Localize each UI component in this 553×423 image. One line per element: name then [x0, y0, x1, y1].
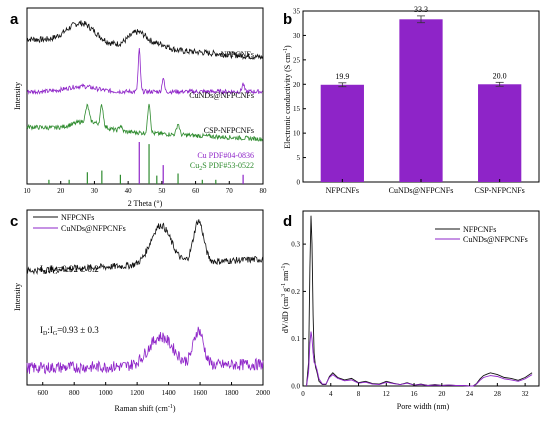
panel-a-x-tick-label: 40 — [125, 187, 133, 195]
panel-c-x-tick-label: 800 — [69, 389, 80, 397]
legend-label-nfpcnfs: NFPCNFs — [61, 213, 94, 222]
bar-category-label: CSP-NFPCNFs — [475, 186, 525, 195]
panel-d-series-1 — [306, 331, 533, 387]
panel-label-b: b — [283, 11, 292, 28]
panel-a-label-cunds: CuNDs@NFPCNFs — [189, 91, 254, 100]
panel-a-x-tick-label: 70 — [226, 187, 234, 195]
panel-d-y-tick-label: 0.2 — [291, 288, 300, 296]
panel-c-legend: NFPCNFs CuNDs@NFPCNFs — [33, 213, 126, 233]
panel-a-series-1 — [26, 47, 263, 96]
raman-ratio-annotation-2: ID:IG=0.93 ± 0.3 — [40, 325, 99, 337]
panel-label-c: c — [10, 213, 18, 230]
panel-d-x-tick-label: 12 — [383, 390, 391, 398]
panel-c-series-0 — [26, 219, 264, 276]
panel-c-x-ticks: 600 800 1000 1200 1400 1600 1800 2000 — [37, 382, 271, 397]
bar-value-label: 19.9 — [335, 72, 349, 81]
panel-d-y-ticks: 0.0 0.1 0.2 0.3 — [291, 241, 306, 391]
panel-d-x-ticks: 0 4 8 12 16 20 24 28 32 — [301, 383, 529, 398]
panel-c-x-tick-label: 1800 — [225, 389, 240, 397]
panel-a-x-tick-label: 50 — [158, 187, 166, 195]
panel-c-x-label: Raman shift (cm-1) — [115, 404, 176, 413]
panel-a-frame — [26, 7, 264, 185]
panel-c-plot — [26, 219, 264, 375]
panel-a-x-tick-label: 10 — [24, 187, 32, 195]
panel-b-chart: 19.9 33.3 20.0 0 5 10 15 20 25 30 35 NFPCNFs CuNDs… — [283, 5, 540, 195]
panel-label-d: d — [283, 213, 292, 230]
panel-b-x-ticks: NFPCNFs CuNDs@NFPCNFs CSP-NFPCNFs — [326, 179, 525, 195]
panel-b-plot: 19.9 33.3 20.0 — [320, 5, 522, 183]
panel-a-x-label: 2 Theta (°) — [128, 199, 163, 208]
panel-c-y-label: Intensity — [13, 283, 22, 311]
panel-d-x-tick-label: 8 — [357, 390, 361, 398]
panel-d-chart: 0.0 0.1 0.2 0.3 0 4 8 12 16 20 24 28 32 Pore width … — [281, 210, 540, 411]
bar-0 — [320, 84, 364, 182]
panel-d-x-tick-label: 16 — [411, 390, 419, 398]
panel-b-y-tick-label: 30 — [293, 32, 301, 40]
panel-b-y-ticks: 0 5 10 15 20 25 30 35 — [293, 8, 306, 187]
panel-c-frame — [26, 209, 264, 386]
bar-2 — [478, 84, 522, 182]
panel-d-x-tick-label: 0 — [301, 390, 305, 398]
panel-a-series-0 — [26, 20, 263, 61]
panel-d-x-tick-label: 20 — [438, 390, 446, 398]
panel-a-x-ticks: 10 20 30 40 50 60 70 80 — [24, 181, 268, 195]
panel-a-chart: 10 20 30 40 50 60 70 80 2 Theta (°) Intensity N… — [13, 7, 268, 208]
panel-c-x-tick-label: 1600 — [193, 389, 208, 397]
bar-category-label: NFPCNFs — [326, 186, 359, 195]
panel-c-series-1 — [26, 326, 264, 375]
panel-c-x-tick-label: 1200 — [130, 389, 145, 397]
legend-label-nfpcnfs-d: NFPCNFs — [463, 225, 496, 234]
panel-d-x-label: Pore width (nm) — [397, 402, 450, 411]
panel-a-ref-label-cu: Cu PDF#04-0836 — [197, 151, 254, 160]
legend-label-cunds: CuNDs@NFPCNFs — [61, 224, 126, 233]
panel-b-y-tick-label: 10 — [293, 130, 301, 138]
panel-b-y-tick-label: 35 — [293, 8, 301, 16]
panel-d-x-tick-label: 24 — [466, 390, 474, 398]
panel-label-a: a — [10, 11, 19, 28]
bar-1 — [399, 19, 443, 183]
panel-d-y-tick-label: 0.0 — [291, 383, 300, 391]
panel-a-ref-label-cu2s: Cu2S PDF#53-0522 — [190, 161, 254, 172]
panel-a-label-nfpcnfs: NFPCNFs — [221, 50, 254, 59]
panel-a-plot — [26, 20, 263, 184]
panel-a-x-tick-label: 30 — [91, 187, 99, 195]
panel-a-label-csp: CSP-NFPCNFs — [204, 126, 254, 135]
panel-b-y-tick-label: 25 — [293, 56, 301, 64]
bar-value-label: 33.3 — [414, 5, 428, 14]
panel-d-plot — [306, 215, 533, 387]
legend-label-cunds-d: CuNDs@NFPCNFs — [463, 235, 528, 244]
panel-a-y-label: Intensity — [13, 82, 22, 110]
panel-c-chart: 600 800 1000 1200 1400 1600 1800 2000 Raman shi… — [13, 209, 271, 413]
panel-a-series-2 — [26, 103, 263, 142]
panel-d-y-tick-label: 0.3 — [291, 241, 300, 249]
panel-c-x-tick-label: 2000 — [256, 389, 271, 397]
bar-value-label: 20.0 — [493, 71, 507, 80]
panel-a-x-tick-label: 60 — [192, 187, 200, 195]
bar-category-label: CuNDs@NFPCNFs — [389, 186, 454, 195]
panel-a-x-tick-label: 20 — [57, 187, 65, 195]
panel-d-x-tick-label: 28 — [494, 390, 502, 398]
panel-b-y-tick-label: 5 — [297, 154, 301, 162]
panel-b-y-tick-label: 0 — [297, 179, 301, 187]
panel-c-x-tick-label: 1000 — [99, 389, 114, 397]
panel-c-x-tick-label: 600 — [37, 389, 48, 397]
panel-b-y-tick-label: 20 — [293, 81, 301, 89]
panel-d-y-tick-label: 0.1 — [291, 335, 300, 343]
panel-d-frame — [302, 210, 540, 387]
panel-d-legend: NFPCNFs CuNDs@NFPCNFs — [435, 225, 528, 244]
panel-d-y-label: dV/dD (cm3 g-1 nm-1) — [281, 263, 290, 333]
panel-c-x-tick-label: 1400 — [162, 389, 177, 397]
panel-d-x-tick-label: 32 — [522, 390, 530, 398]
raman-ratio-annotation-1: ID:IG=0.92 ± 0.2 — [40, 264, 99, 276]
panel-b-y-label: Electronic conductivity (S cm-1) — [283, 45, 292, 149]
panel-a-x-tick-label: 80 — [260, 187, 268, 195]
panel-d-x-tick-label: 4 — [329, 390, 333, 398]
panel-b-y-tick-label: 15 — [293, 105, 301, 113]
